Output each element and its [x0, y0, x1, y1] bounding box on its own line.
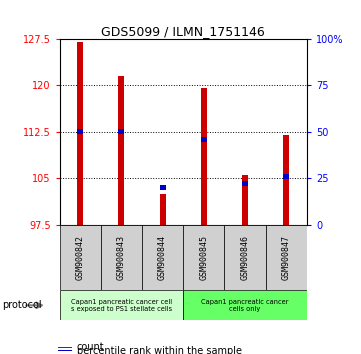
- Bar: [225, 225, 266, 290]
- Text: Capan1 pancreatic cancer
cells only: Capan1 pancreatic cancer cells only: [201, 299, 289, 312]
- Bar: [242, 175, 248, 225]
- Bar: [266, 225, 307, 290]
- Text: protocol: protocol: [2, 300, 42, 310]
- Bar: [101, 225, 142, 290]
- Title: GDS5099 / ILMN_1751146: GDS5099 / ILMN_1751146: [101, 25, 265, 38]
- Bar: [160, 194, 166, 225]
- Bar: [60, 290, 183, 320]
- Text: GSM900845: GSM900845: [199, 235, 208, 280]
- Bar: [58, 347, 72, 348]
- Bar: [118, 129, 125, 134]
- Bar: [142, 225, 183, 290]
- Bar: [201, 88, 207, 225]
- Bar: [60, 225, 101, 290]
- Bar: [58, 350, 72, 352]
- Bar: [242, 181, 248, 186]
- Bar: [283, 135, 289, 225]
- Bar: [118, 76, 125, 225]
- Bar: [283, 174, 289, 179]
- Bar: [183, 225, 225, 290]
- Text: GSM900842: GSM900842: [76, 235, 85, 280]
- Text: GSM900846: GSM900846: [240, 235, 249, 280]
- Text: GSM900844: GSM900844: [158, 235, 167, 280]
- Bar: [201, 137, 207, 142]
- Text: count: count: [77, 342, 105, 353]
- Bar: [77, 42, 83, 225]
- Text: GSM900843: GSM900843: [117, 235, 126, 280]
- Bar: [183, 290, 307, 320]
- Text: Capan1 pancreatic cancer cell
s exposed to PS1 stellate cells: Capan1 pancreatic cancer cell s exposed …: [71, 299, 172, 312]
- Text: percentile rank within the sample: percentile rank within the sample: [77, 346, 242, 354]
- Bar: [160, 185, 166, 190]
- Text: GSM900847: GSM900847: [282, 235, 291, 280]
- Bar: [77, 129, 83, 134]
